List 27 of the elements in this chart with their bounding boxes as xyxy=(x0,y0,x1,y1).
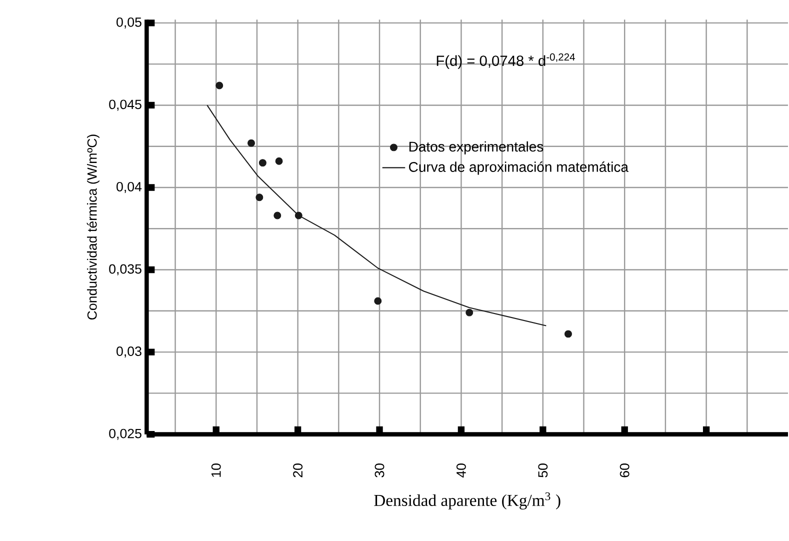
legend-label: Curva de aproximación matemática xyxy=(409,162,628,175)
x-tick-label: 30 xyxy=(374,464,384,478)
y-tick-label: 0,03 xyxy=(116,346,142,358)
y-tick-label: 0,04 xyxy=(116,182,142,194)
y-tick-label: 0,025 xyxy=(109,428,142,440)
x-tick-label: 40 xyxy=(456,464,466,478)
legend-label: Datos experimentales xyxy=(409,141,544,154)
point xyxy=(564,330,572,338)
annotation: F(d) = 0,0748 * d$^{-0,224}$ xyxy=(436,53,575,69)
x-tick-label: 60 xyxy=(620,464,630,478)
point xyxy=(258,159,266,167)
point xyxy=(466,308,474,316)
point xyxy=(275,157,283,165)
point xyxy=(274,212,282,220)
point xyxy=(256,194,264,202)
x-tick-label: 50 xyxy=(538,464,548,478)
y-axis-title: Conductividad térmica (W/mºC) xyxy=(86,134,100,320)
point xyxy=(374,297,382,305)
y-tick-label: 0,035 xyxy=(109,264,142,276)
y-tick-label: 0,05 xyxy=(116,17,142,28)
x-axis-title: Densidad aparente (Kg/m$^{3}$ ) xyxy=(374,492,560,510)
point xyxy=(216,82,224,90)
x-tick-label: 20 xyxy=(293,464,303,478)
point xyxy=(294,212,302,220)
y-tick-label: 0,045 xyxy=(109,100,142,111)
point xyxy=(248,139,255,147)
x-tick-label: 10 xyxy=(211,464,221,477)
